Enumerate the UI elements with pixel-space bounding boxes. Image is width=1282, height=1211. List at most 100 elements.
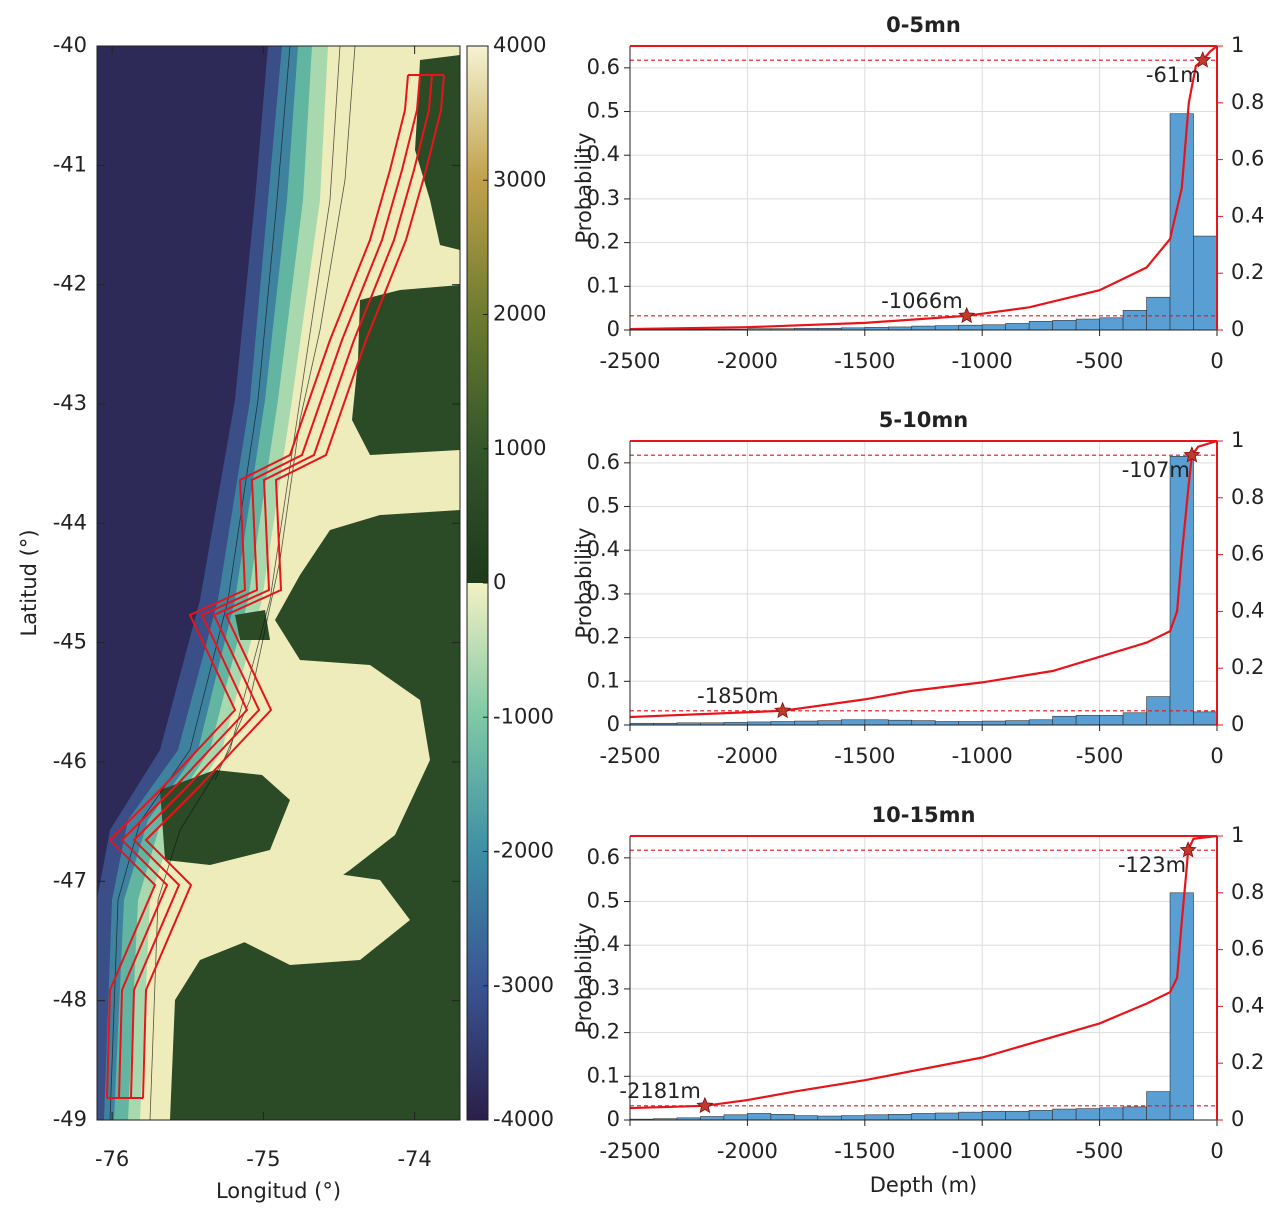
histogram-bar [1029,720,1052,725]
histogram-bar [1100,715,1123,725]
histogram-bar [959,1112,982,1120]
histogram-bar [841,720,864,725]
x-tick-label: -500 [1076,349,1124,373]
y-tick-label: 0.6 [587,55,620,79]
y-tick-label: 0.1 [587,273,620,297]
histogram-bar [1053,1109,1076,1120]
chart-title: 10-15mn [872,803,976,827]
y-tick-label: 0.5 [587,99,620,123]
y2-tick-label: 0.6 [1231,147,1264,171]
histogram-bar [959,325,982,330]
x-tick-label: 0 [1210,1139,1223,1163]
x-tick-label: -2000 [717,349,778,373]
y-tick-label: 0.5 [587,494,620,518]
colorbar-tick-label: 1000 [493,436,546,460]
colorbar-tick-label: -2000 [493,839,554,863]
histogram-bar [935,1113,958,1120]
histogram-bar [865,720,888,725]
y-tick-label: -49 [53,1107,87,1131]
histogram-bar [794,721,817,725]
histogram-bar [982,1111,1005,1120]
histogram-bar [700,1117,723,1120]
annotation: -61m [1146,63,1201,87]
histogram-bar [888,720,911,725]
y2-tick-label: 0.6 [1231,542,1264,566]
histogram-bar [1123,713,1146,725]
y-axis-label: Latitud (°) [17,529,41,636]
histogram-bar [1123,1107,1146,1120]
histogram-bar [1053,320,1076,330]
x-tick-label: -74 [397,1147,431,1171]
y-tick-label: 0.5 [587,889,620,913]
x-tick-label: -1500 [834,1139,895,1163]
x-tick-label: -2500 [599,349,660,373]
histogram-bar [794,1116,817,1120]
y-tick-label: -47 [53,868,87,892]
histogram-bar [818,1116,841,1120]
annotation: -123m [1118,853,1186,877]
histogram-bar [865,1115,888,1120]
x-axis-label: Longitud (°) [216,1179,341,1203]
chart-title: 5-10mn [879,408,968,432]
chart-title: 0-5mn [886,13,961,37]
histogram-bar [1170,456,1193,725]
histogram-bar [1100,1108,1123,1120]
y2-tick-label: 0.4 [1231,993,1264,1017]
histogram-bar [841,1116,864,1120]
y2-tick-label: 0 [1231,317,1244,341]
histogram-bar [982,721,1005,725]
bathymetry-map [97,46,460,1120]
annotation: -1066m [881,289,962,313]
histogram-bar [1029,1110,1052,1120]
x-tick-label: -1500 [834,744,895,768]
histogram-bar [771,722,794,725]
x-tick-label: -2500 [599,744,660,768]
y2-tick-label: 0 [1231,712,1244,736]
histogram-bar [1029,321,1052,330]
x-tick-label: -1000 [952,744,1013,768]
x-tick-label: 0 [1210,744,1223,768]
histogram-bar [771,1114,794,1120]
colorbar-tick-label: 4000 [493,33,546,57]
y2-tick-label: 0.4 [1231,598,1264,622]
annotation: -2181m [619,1079,700,1103]
y-tick-label: -48 [53,988,87,1012]
histogram-bar [1076,715,1099,725]
annotation: -107m [1122,458,1190,482]
y-tick-label: 0.1 [587,668,620,692]
x-tick-label: -75 [246,1147,280,1171]
histogram-bar [818,721,841,725]
x-tick-label: -2500 [599,1139,660,1163]
histogram-bar [912,1113,935,1120]
colorbar-tick-label: 0 [493,570,506,594]
histogram-bar [935,722,958,725]
y-tick-label: -46 [53,749,87,773]
y2-tick-label: 1 [1231,823,1244,847]
histogram-bar [959,722,982,725]
histogram-bar [1123,310,1146,330]
x-axis-label: Depth (m) [870,1173,977,1197]
y-tick-label: 0 [607,1107,620,1131]
y-tick-label: -42 [53,272,87,296]
x-tick-label: -1500 [834,349,895,373]
colorbar-tick-label: -4000 [493,1107,554,1131]
histogram-bar [1147,297,1170,330]
histogram-bar [1006,1111,1029,1120]
y2-tick-label: 0.2 [1231,655,1264,679]
y-tick-label: 0 [607,712,620,736]
x-tick-label: -1000 [952,349,1013,373]
figure: -76-75-74-49-48-47-46-45-44-43-42-41-40L… [0,0,1282,1211]
x-tick-label: -2000 [717,744,778,768]
y2-tick-label: 1 [1231,428,1244,452]
y2-tick-label: 1 [1231,33,1244,57]
y2-tick-label: 0 [1231,1107,1244,1131]
y2-tick-label: 0.4 [1231,203,1264,227]
y-tick-label: 0.6 [587,450,620,474]
histogram-bar [1076,1109,1099,1120]
y2-tick-label: 0.2 [1231,260,1264,284]
cdf-line [630,441,1217,717]
histogram-bar [747,1113,770,1120]
annotation: -1850m [697,684,778,708]
histogram-bar [1194,712,1217,725]
y-tick-label: -41 [53,152,87,176]
